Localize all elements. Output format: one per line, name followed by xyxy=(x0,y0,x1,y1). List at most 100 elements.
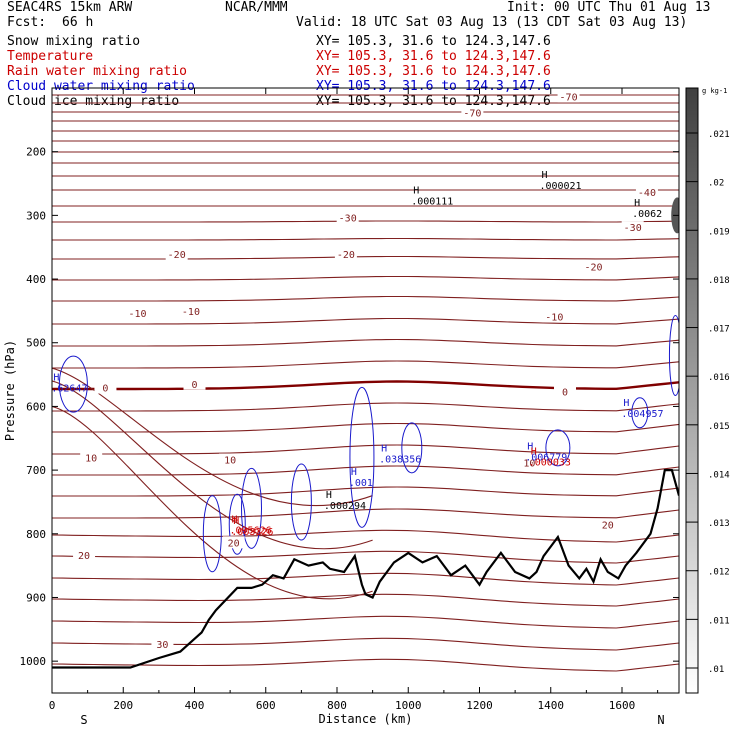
isotherm-line xyxy=(52,550,679,564)
colorbar-tick-label: .015 xyxy=(708,422,730,432)
maximum-marker: H xyxy=(541,170,547,181)
colorbar-tick-label: .013 xyxy=(708,519,730,529)
isotherm-label: 10 xyxy=(523,459,535,470)
cloud-water-contour xyxy=(290,463,312,541)
cloud-water-contour xyxy=(631,397,649,429)
field-cloudwater-xy: XY= 105.3, 31.6 to 124.3,147.6 xyxy=(316,79,551,94)
field-cloudice-name: Cloud ice mixing ratio xyxy=(7,94,180,109)
maximum-marker: H xyxy=(531,446,537,457)
isotherm-line xyxy=(52,422,679,433)
cloud-water-contour xyxy=(202,495,222,573)
maximum-value-label: .0062 xyxy=(632,209,662,220)
isotherm-label-bg xyxy=(336,211,359,224)
x-tick-label: 1000 xyxy=(395,699,422,712)
isotherm-label: -40 xyxy=(638,188,656,199)
isotherm-label: -20 xyxy=(337,250,355,261)
plot-frame xyxy=(51,87,680,694)
colorbar-tick-label: .016 xyxy=(708,373,730,383)
y-tick-label: 700 xyxy=(26,464,46,477)
maximum-value-label: .000111 xyxy=(411,196,453,207)
isotherm-line xyxy=(52,637,679,651)
isotherm-line xyxy=(52,465,679,476)
isotherm-label-bg xyxy=(179,305,202,318)
isotherm-label-bg xyxy=(596,518,619,531)
x-axis-title: Distance (km) xyxy=(319,712,413,726)
isotherm-label: -10 xyxy=(128,309,146,320)
x-tick-label: 600 xyxy=(256,699,276,712)
isotherm-line xyxy=(52,405,373,600)
maximum-value-label: .004957 xyxy=(621,409,663,420)
x-tick-label: 200 xyxy=(113,699,133,712)
isotherm-line xyxy=(52,317,679,325)
y-tick-label: 800 xyxy=(26,528,46,541)
colorbar-tick-label: .014 xyxy=(708,470,730,480)
y-tick-label: 900 xyxy=(26,591,46,604)
isotherm-label: -20 xyxy=(168,250,186,261)
isotherm-line xyxy=(52,275,679,281)
isotherm-label: -10 xyxy=(182,307,200,318)
y-tick-label: 1000 xyxy=(20,655,47,668)
x-tick-label: 1600 xyxy=(609,699,636,712)
maximum-marker: H xyxy=(53,373,59,384)
maximum-value-label: .038356 xyxy=(379,454,421,465)
field-temp-xy: XY= 105.3, 31.6 to 124.3,147.6 xyxy=(316,49,551,64)
cloud-water-contour xyxy=(545,429,571,467)
isotherm-line xyxy=(52,367,373,507)
isotherm-line xyxy=(52,380,373,550)
isotherm-line xyxy=(52,444,679,455)
x-tick-label: 800 xyxy=(327,699,347,712)
isotherm-label: 0 xyxy=(191,380,197,391)
isotherm-line xyxy=(52,360,679,369)
isotherm-line xyxy=(52,508,679,519)
y-tick-label: 200 xyxy=(26,146,46,159)
fcst-label: Fcst: xyxy=(7,15,47,30)
model-title: SEAC4RS 15km ARW xyxy=(7,0,133,15)
maximum-value-label: .006779 xyxy=(525,452,567,463)
isotherm-line xyxy=(52,529,679,543)
isotherm-line xyxy=(52,220,679,223)
cloud-water-contour xyxy=(58,355,88,413)
isotherm-label-bg xyxy=(635,186,658,199)
colorbar-tick-label: .011 xyxy=(708,616,730,626)
isotherm-label: -70 xyxy=(560,93,578,104)
isotherm-zero-line xyxy=(52,380,679,391)
colorbar-tick-label: .01 xyxy=(708,665,724,675)
y-tick-label: 600 xyxy=(26,400,46,413)
isotherm-label: 20 xyxy=(78,551,90,562)
isotherm-line xyxy=(52,572,679,586)
isotherm-label-bg xyxy=(73,549,96,562)
cloud-water-contour xyxy=(668,314,679,396)
maximum-marker: H xyxy=(634,198,640,209)
terrain-line xyxy=(52,469,679,669)
isotherm-line xyxy=(52,338,679,347)
isotherm-label-bg xyxy=(518,456,541,469)
cloud-water-contour xyxy=(228,493,246,555)
x-tick-label: 0 xyxy=(49,699,56,712)
maximum-value-label: .000021 xyxy=(539,181,581,192)
cloud-water-contour xyxy=(401,422,423,474)
maximum-marker: H xyxy=(233,516,239,527)
isotherm-label: 0 xyxy=(562,387,568,398)
isotherm-label: 10 xyxy=(85,454,97,465)
isotherm-label-bg xyxy=(582,260,605,273)
isotherm-label-bg xyxy=(80,451,103,464)
isotherm-label-bg xyxy=(151,638,174,651)
isotherm-label: -30 xyxy=(624,223,642,234)
isotherm-label: 10 xyxy=(224,456,236,467)
colorbar-tick-label: .02 xyxy=(708,179,724,189)
colorbar-units: g kg-1 xyxy=(702,87,727,95)
isotherm-label-bg xyxy=(543,310,566,323)
y-tick-label: 400 xyxy=(26,273,46,286)
isotherm-label: 20 xyxy=(602,521,614,532)
isotherm-line xyxy=(52,402,679,412)
isotherm-label-bg xyxy=(219,453,242,466)
maximum-value-label: .001 xyxy=(349,478,373,489)
isotherm-line xyxy=(52,658,679,672)
isotherm-line xyxy=(52,615,679,629)
colorbar-tick-label: .012 xyxy=(708,568,730,578)
init-time: Init: 00 UTC Thu 01 Aug 13 xyxy=(507,0,711,15)
center-label: NCAR/MMM xyxy=(225,0,288,15)
isotherm-label-bg xyxy=(222,536,245,549)
isotherm-label-bg xyxy=(554,385,576,398)
